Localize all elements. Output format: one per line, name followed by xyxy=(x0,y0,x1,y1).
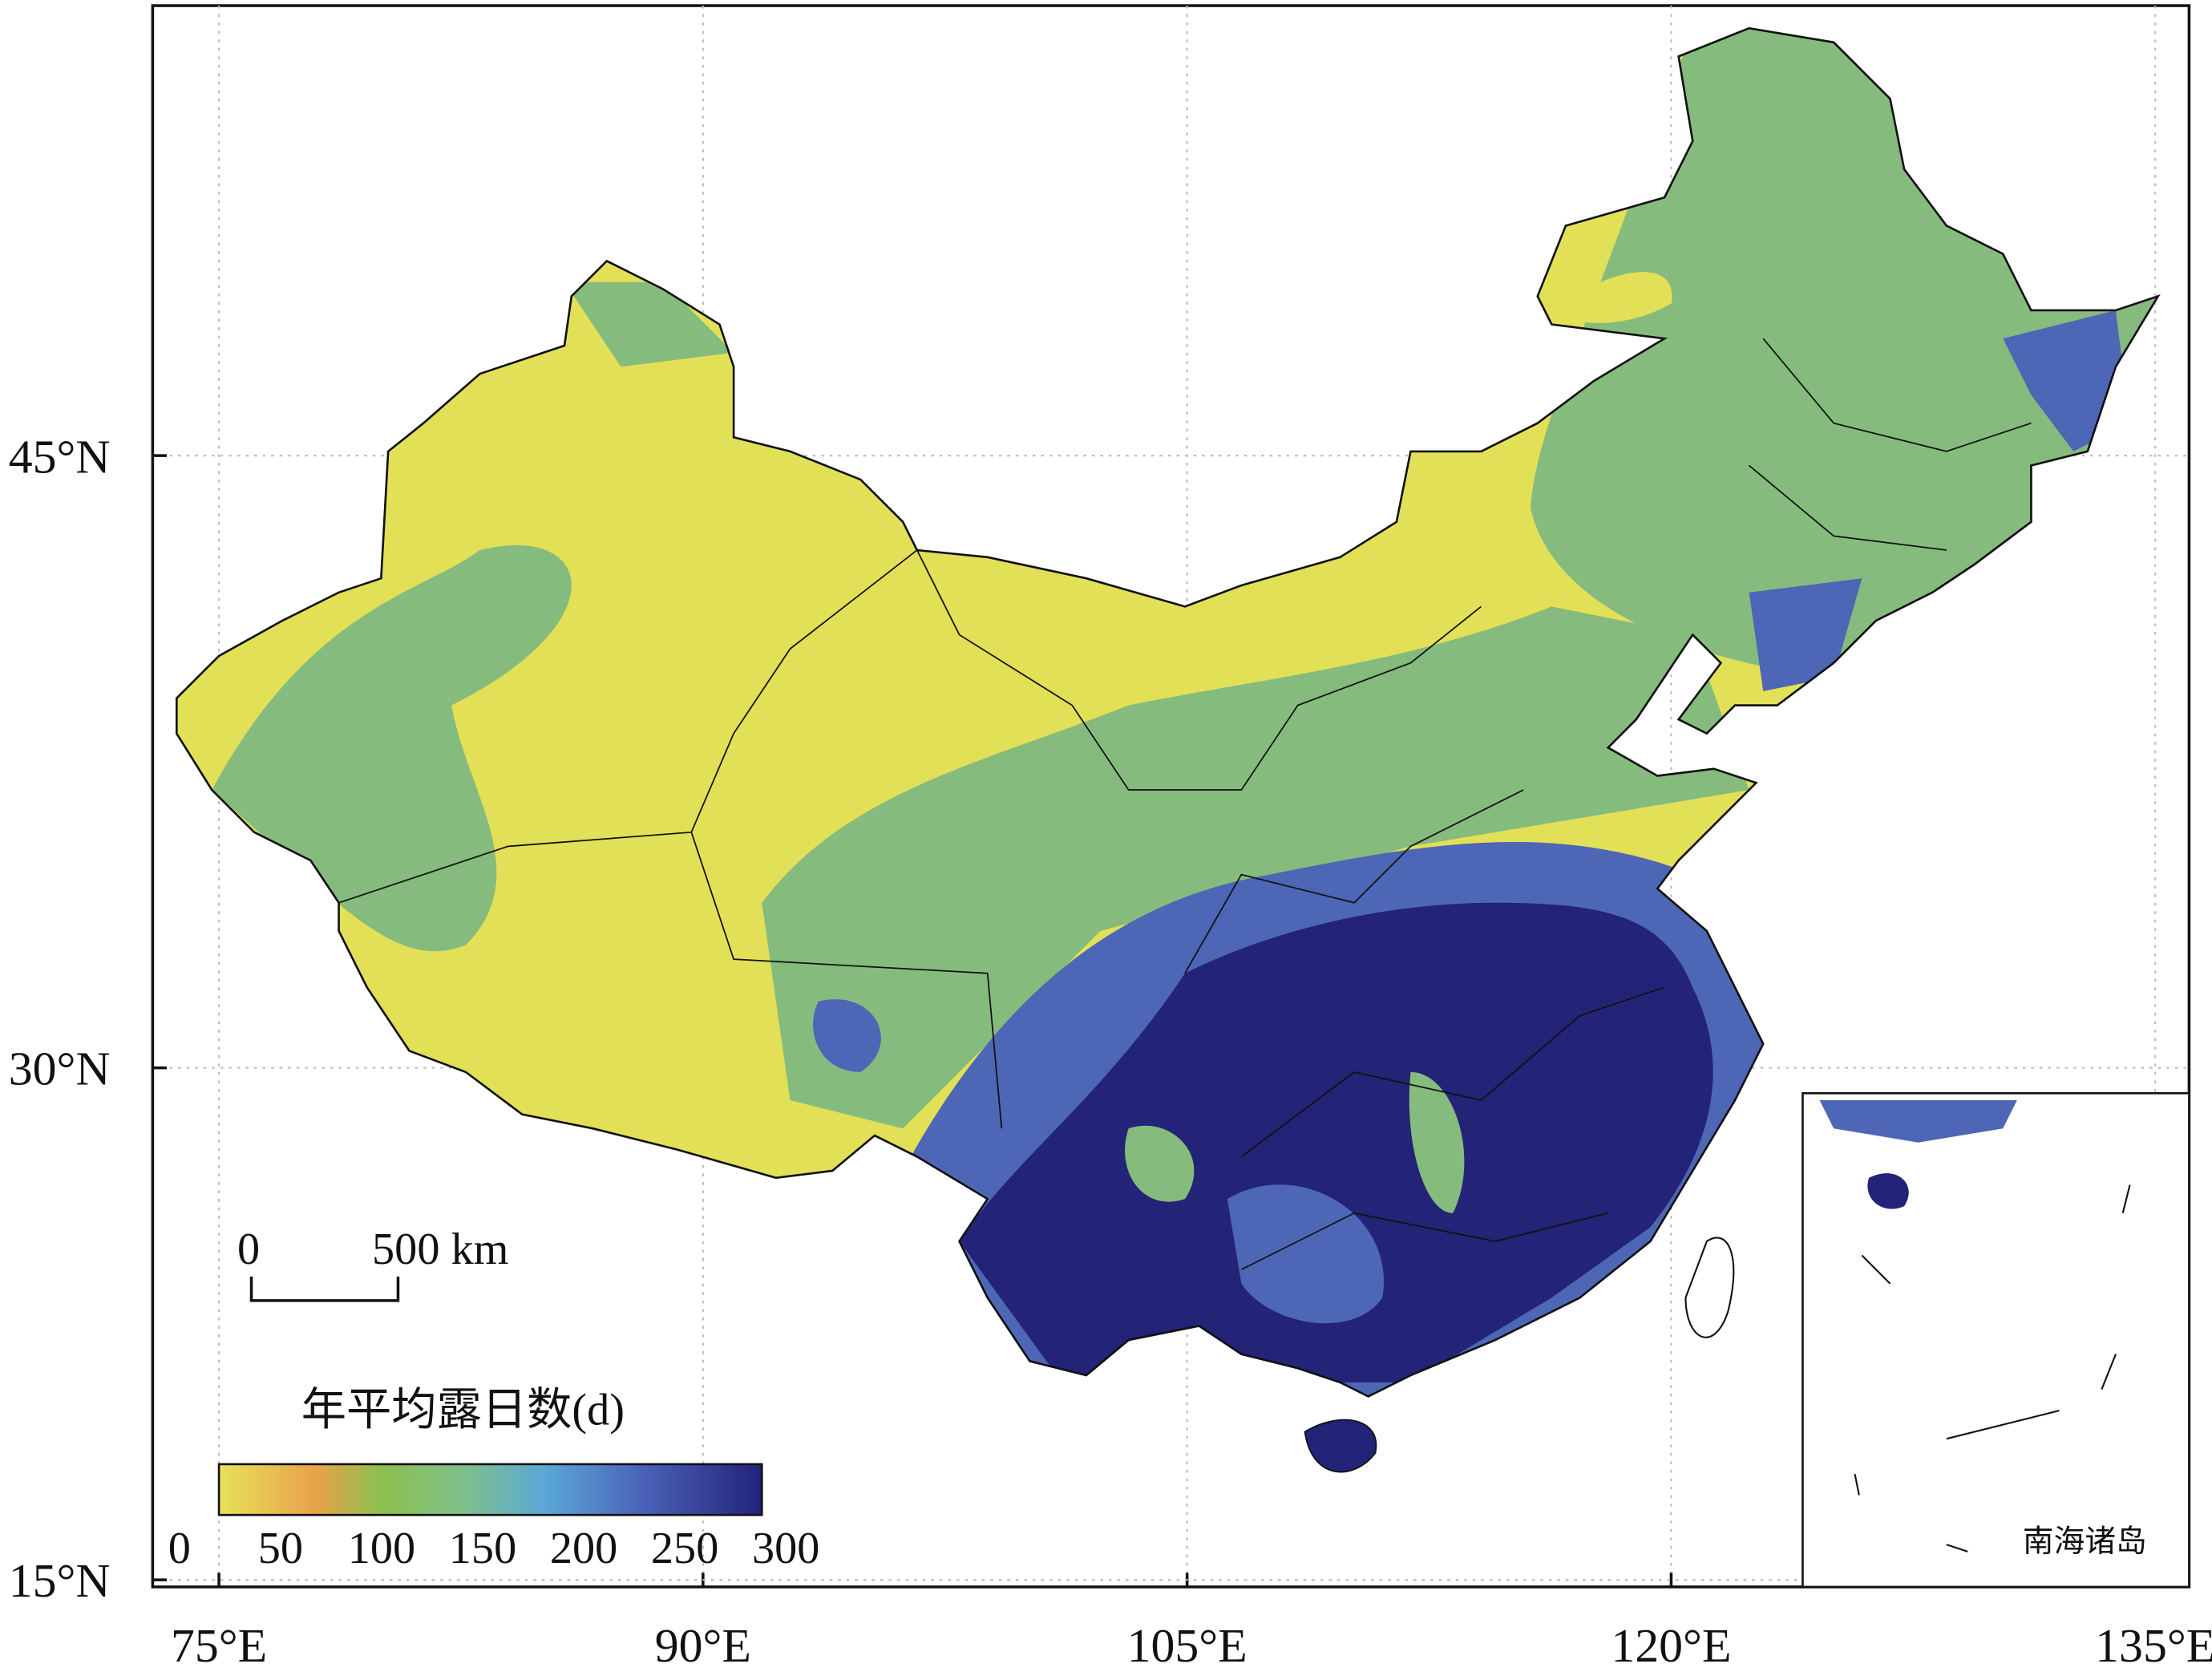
lon-tick-label: 105°E xyxy=(1127,1619,1248,1672)
colorbar-tick-label: 0 xyxy=(168,1524,191,1573)
colorbar-tick-label: 50 xyxy=(258,1524,303,1573)
taiwan-island xyxy=(1684,1237,1735,1338)
map-frame xyxy=(151,4,2191,1589)
lon-tick-label: 120°E xyxy=(1611,1619,1731,1672)
inset-coast xyxy=(1819,1100,2017,1143)
inset-nine-dash-line xyxy=(1854,1184,2131,1552)
lon-tick-label: 75°E xyxy=(171,1619,267,1672)
colorbar-tick-label: 100 xyxy=(348,1524,415,1573)
colorbar xyxy=(217,1463,763,1516)
inset-hainan xyxy=(1867,1173,1909,1209)
legend-title: 年平均露日数(d) xyxy=(301,1386,625,1435)
scale-bar-end: 500 km xyxy=(372,1225,508,1274)
colorbar-tick-label: 200 xyxy=(550,1524,617,1573)
inset-frame xyxy=(1802,1091,2190,1589)
inset-label: 南海诸岛 xyxy=(2023,1524,2147,1559)
scale-bar xyxy=(249,1276,400,1302)
colorbar-tick-label: 150 xyxy=(449,1524,516,1573)
province-borders xyxy=(338,338,2032,1270)
lat-tick-label: 45°N xyxy=(9,430,111,483)
colorbar-tick-label: 300 xyxy=(752,1524,819,1573)
lon-tick-label: 135°E xyxy=(2095,1619,2212,1672)
lon-tick-label: 90°E xyxy=(655,1619,751,1672)
lat-tick-label: 30°N xyxy=(9,1042,111,1095)
country-outline xyxy=(175,26,2161,1398)
scale-bar-start: 0 xyxy=(237,1225,260,1274)
colorbar-tick-label: 250 xyxy=(651,1524,718,1573)
hainan-island xyxy=(1304,1419,1377,1473)
colorbar-ticks: 0 50 100 150 200 250 300 xyxy=(168,1524,820,1573)
lat-tick-label: 15°N xyxy=(9,1554,111,1607)
